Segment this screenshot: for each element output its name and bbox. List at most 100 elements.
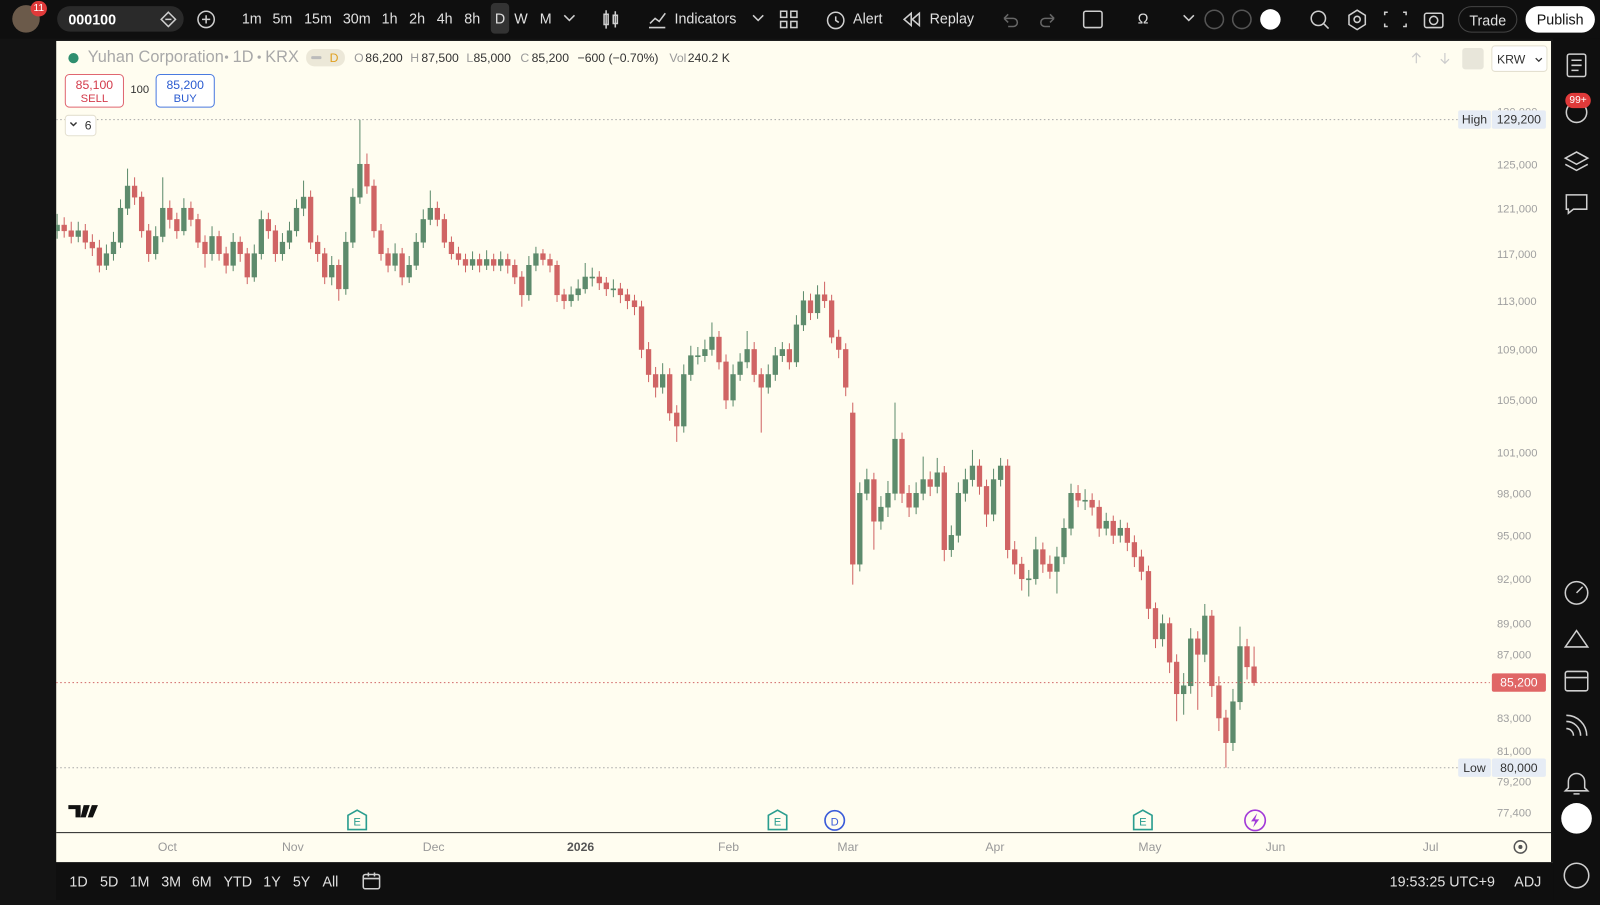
- replay-icon: [902, 11, 921, 28]
- range-button[interactable]: 6M: [191, 873, 212, 890]
- y-tick-label: 105,000: [1497, 395, 1538, 407]
- chart-type-button[interactable]: [601, 8, 621, 30]
- y-tick-label: 81,000: [1497, 746, 1531, 758]
- high-value-box: [1491, 110, 1546, 129]
- order-buttons: 85,100 SELL 100 85,200 BUY: [64, 73, 215, 108]
- x-tick-label: Jun: [1266, 840, 1286, 854]
- alert-icon: [826, 11, 845, 30]
- y-tick-label: 95,000: [1497, 530, 1531, 542]
- adj-button[interactable]: ADJ: [1514, 873, 1542, 890]
- candle-body: [272, 230, 279, 255]
- y-tick-label: 121,000: [1497, 203, 1538, 215]
- candle-body: [329, 265, 335, 278]
- trade-label: Trade: [1469, 12, 1507, 29]
- event-marker[interactable]: [1132, 809, 1153, 831]
- x-tick-label: Nov: [282, 840, 305, 854]
- candle-body: [300, 196, 307, 209]
- sidebar-icons[interactable]: [1553, 39, 1600, 900]
- candle-body: [1047, 563, 1053, 572]
- interval-button[interactable]: 30m: [342, 10, 371, 27]
- compare-button[interactable]: [196, 9, 216, 29]
- range-button[interactable]: 5D: [99, 873, 119, 890]
- symbol-name: Yuhan Corporation: [88, 48, 224, 66]
- y-tick-label: 117,000: [1497, 249, 1537, 261]
- range-button[interactable]: All: [322, 873, 339, 890]
- range-button[interactable]: 1D: [69, 873, 88, 890]
- scroll-arrows[interactable]: [1411, 52, 1450, 65]
- alert-button[interactable]: Alert: [853, 10, 883, 27]
- candle-body: [836, 336, 842, 350]
- interval-button[interactable]: W: [514, 10, 528, 27]
- redo-button[interactable]: [1038, 10, 1058, 28]
- goto-date-button[interactable]: [360, 870, 382, 892]
- y-tick-label: 77,400: [1497, 807, 1531, 819]
- interval-button[interactable]: 4h: [436, 10, 453, 27]
- trade-button[interactable]: Trade: [1458, 6, 1518, 33]
- toolbar-icons[interactable]: [1308, 8, 1461, 31]
- interval-button[interactable]: 2h: [409, 10, 426, 27]
- candle-body: [117, 207, 124, 243]
- layout-square[interactable]: [1082, 8, 1104, 30]
- chevron: [69, 121, 78, 127]
- candle-body: [793, 324, 800, 363]
- candle-body: [568, 294, 574, 302]
- candle-body: [1124, 527, 1130, 543]
- currency-button[interactable]: [1491, 45, 1548, 72]
- replay-button[interactable]: Replay: [929, 10, 975, 27]
- buy-button[interactable]: [155, 73, 215, 108]
- quantity[interactable]: 100: [130, 84, 149, 96]
- range-button[interactable]: 3M: [161, 873, 182, 890]
- legend-o-label: O: [354, 51, 364, 65]
- y-tick-label: 113,000: [1497, 296, 1537, 308]
- interval-button[interactable]: 1h: [381, 10, 398, 27]
- candle-body: [561, 294, 567, 302]
- omega-menu[interactable]: [1182, 13, 1196, 23]
- interval-button[interactable]: D: [490, 3, 510, 34]
- event-marker[interactable]: [767, 809, 788, 831]
- candle-body: [413, 241, 419, 266]
- sell-button[interactable]: [64, 73, 124, 108]
- candle-body: [786, 349, 793, 363]
- mode-switch[interactable]: [1204, 8, 1282, 30]
- legend-vol-label: Vol: [669, 51, 686, 65]
- candle-body: [955, 493, 962, 536]
- candle-body: [723, 361, 729, 401]
- range-button[interactable]: YTD: [223, 873, 253, 890]
- candle-body: [1237, 646, 1243, 703]
- range-button[interactable]: 5Y: [292, 873, 311, 890]
- candle-body: [983, 486, 990, 515]
- indicators-menu[interactable]: [751, 13, 765, 23]
- interval-button[interactable]: 1m: [241, 10, 262, 27]
- notification-badge: 99+: [1565, 92, 1591, 109]
- omega-button[interactable]: Ω: [1137, 10, 1149, 27]
- candle-body: [251, 253, 257, 278]
- interval-button[interactable]: M: [539, 10, 552, 27]
- interval-button[interactable]: 8h: [464, 10, 481, 27]
- range-button[interactable]: 1M: [129, 873, 150, 890]
- toggle-box[interactable]: [1462, 47, 1484, 70]
- candle-body: [857, 493, 863, 565]
- candle-body: [575, 288, 581, 296]
- publish-button[interactable]: Publish: [1525, 6, 1595, 33]
- y-tick-label: 89,000: [1497, 619, 1531, 631]
- range-button[interactable]: 1Y: [263, 873, 281, 890]
- event-dividend-bolt[interactable]: [1244, 809, 1267, 832]
- candle-body: [638, 306, 645, 350]
- candle-body: [230, 241, 236, 266]
- interval-button[interactable]: 5m: [272, 10, 293, 27]
- publish-label: Publish: [1536, 11, 1584, 28]
- undo-button[interactable]: [1000, 10, 1020, 28]
- symbol-search[interactable]: 000100: [57, 6, 184, 32]
- interval-button[interactable]: 15m: [304, 10, 332, 27]
- candle-body: [378, 230, 384, 255]
- axis-settings[interactable]: [1513, 840, 1528, 854]
- indicator-count: 6: [85, 119, 92, 133]
- layout-button[interactable]: [779, 9, 799, 29]
- interval-menu[interactable]: [562, 13, 576, 23]
- event-marker[interactable]: [824, 809, 846, 831]
- candle-body: [1173, 661, 1180, 695]
- tv-logo: [68, 805, 98, 818]
- event-marker[interactable]: [347, 809, 368, 831]
- indicators-toggle[interactable]: [64, 114, 97, 137]
- indicators-button[interactable]: Indicators: [674, 10, 737, 27]
